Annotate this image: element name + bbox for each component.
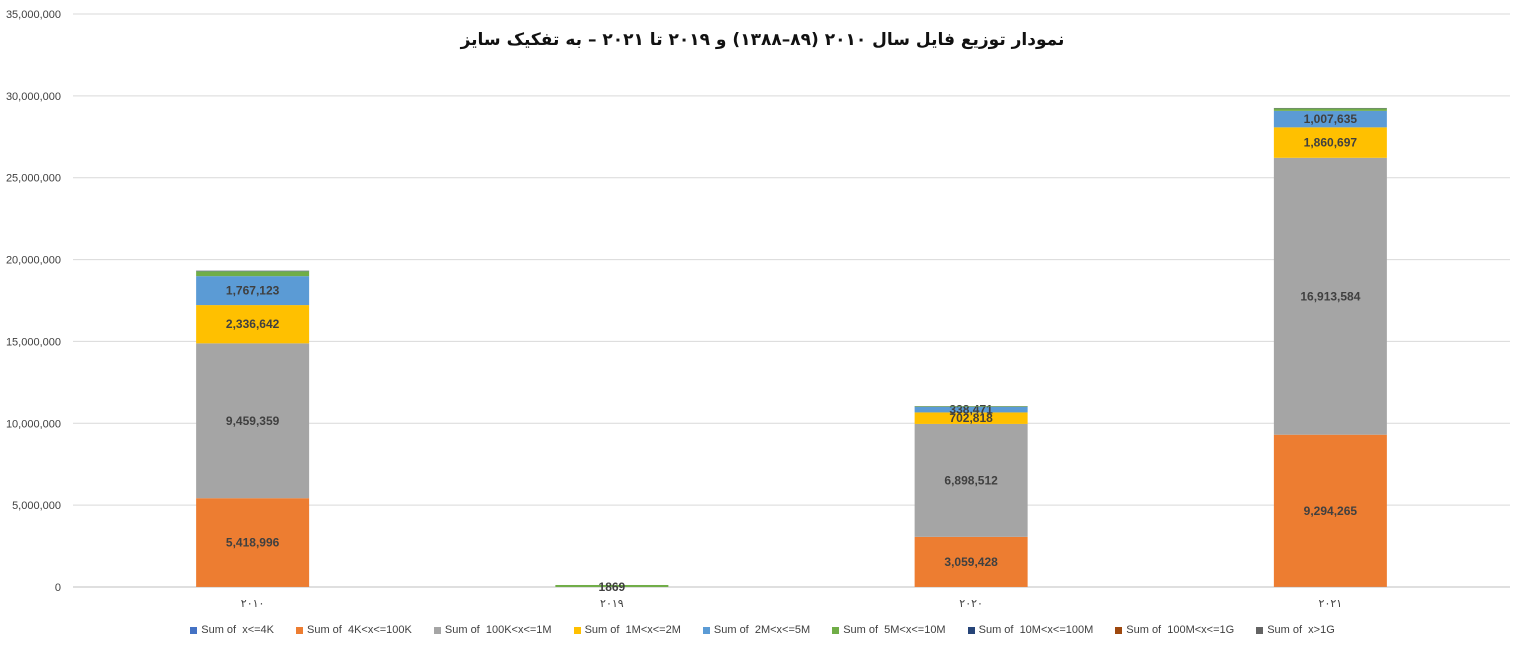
bar-segment	[196, 305, 310, 344]
legend-label: Sum of 100M<x<=1G	[1126, 624, 1235, 636]
bar-segment	[914, 536, 1028, 587]
legend-item: Sum of 2M<x<=5M	[702, 624, 811, 636]
y-tick-label: 5,000,000	[12, 500, 61, 512]
bar-segment	[1273, 434, 1387, 587]
y-tick-label: 30,000,000	[6, 91, 61, 103]
data-label: 9,459,359	[226, 414, 280, 428]
bar-segment	[914, 423, 1028, 537]
bar-segment	[914, 412, 1028, 424]
data-label: 1,860,697	[1304, 136, 1358, 150]
legend-swatch	[296, 626, 303, 634]
bar-segment	[914, 406, 1028, 407]
legend-swatch	[573, 626, 581, 634]
y-tick-label: 35,000,000	[6, 9, 61, 21]
bar-segment	[914, 406, 1028, 413]
legend-label: Sum of 1M<x<=2M	[584, 624, 681, 636]
legend-label: Sum of 100K<x<=1M	[444, 624, 552, 636]
legend-label: Sum of 5M<x<=10M	[843, 624, 946, 636]
legend-swatch	[967, 626, 975, 634]
legend-label: Sum of x>1G	[1267, 624, 1335, 636]
bar-segment	[1273, 157, 1387, 435]
legend-item: Sum of 100M<x<=1G	[1115, 624, 1234, 636]
x-tick-label: ۲۰۲۱	[1319, 597, 1343, 610]
x-tick-label: ۲۰۲۰	[959, 597, 983, 610]
legend-item: Sum of 5M<x<=10M	[832, 624, 946, 636]
bar-segment	[1273, 108, 1387, 111]
legend-swatch	[1115, 626, 1123, 634]
data-label: 1,767,123	[226, 284, 280, 298]
y-tick-label: 20,000,000	[6, 255, 61, 267]
overlapping-data-labels: 1869	[599, 580, 626, 594]
legend-label: Sum of 2M<x<=5M	[713, 624, 811, 636]
data-label: 5,418,996	[226, 536, 280, 550]
data-label: 2,336,642	[226, 317, 280, 331]
data-label: 1,007,635	[1304, 112, 1358, 126]
bar-segment	[196, 498, 310, 587]
y-tick-label: 15,000,000	[6, 336, 61, 348]
bar-segment	[1273, 110, 1387, 128]
y-tick-label: 10,000,000	[6, 418, 61, 430]
y-tick-label: 0	[55, 582, 61, 594]
data-label: 6,898,512	[944, 473, 998, 487]
legend-label: Sum of x<=4K	[201, 624, 274, 636]
data-label: 9,294,265	[1304, 504, 1358, 518]
legend-item: Sum of 10M<x<=100M	[967, 624, 1094, 636]
data-label: 702,818	[949, 411, 993, 425]
legend-swatch	[832, 626, 840, 634]
x-tick-label: ۲۰۱۹	[600, 597, 624, 610]
legend-swatch	[433, 626, 441, 634]
bar-segment	[196, 343, 310, 499]
legend-swatch	[702, 626, 710, 634]
bar-segment	[196, 276, 310, 306]
legend-swatch	[1256, 626, 1264, 634]
y-tick-label: 25,000,000	[6, 173, 61, 185]
data-label: 3,059,428	[944, 555, 998, 569]
legend-item: Sum of 4K<x<=100K	[296, 624, 412, 636]
legend-label: Sum of 10M<x<=100M	[978, 624, 1094, 636]
legend-label: Sum of 4K<x<=100K	[307, 624, 412, 636]
bar-segment	[196, 271, 310, 277]
legend-swatch	[190, 626, 198, 634]
bar-segment	[1273, 127, 1387, 158]
legend-item: Sum of x>1G	[1256, 624, 1335, 636]
bar-segment	[555, 585, 669, 587]
legend: Sum of x<=4K Sum of 4K<x<=100K Sum of 100K…	[0, 624, 1525, 636]
x-tick-label: ۲۰۱۰	[241, 597, 265, 610]
legend-item: Sum of 1M<x<=2M	[573, 624, 681, 636]
data-label: 338,471	[949, 403, 993, 417]
data-label: 16,913,584	[1300, 289, 1360, 303]
legend-item: Sum of 100K<x<=1M	[433, 624, 552, 636]
legend-item: Sum of x<=4K	[190, 624, 274, 636]
